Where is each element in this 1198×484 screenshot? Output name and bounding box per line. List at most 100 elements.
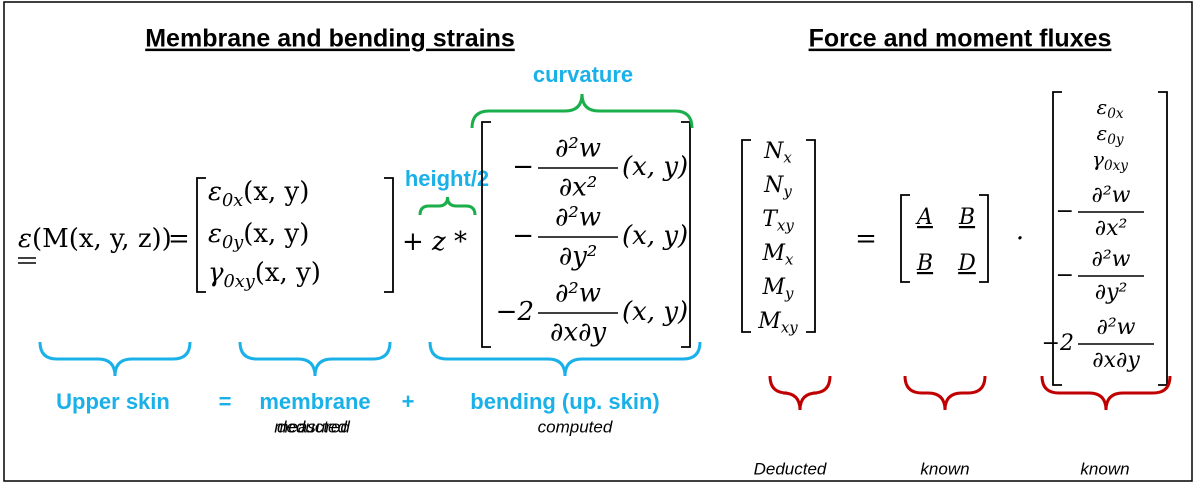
subscript: 0xy: [1104, 158, 1128, 174]
arguments: (x, y): [622, 152, 688, 182]
denominator: ∂x²: [559, 172, 598, 202]
arguments: (x, y): [622, 297, 688, 327]
dot: ·: [1016, 224, 1024, 254]
operator: +: [402, 389, 415, 414]
label-note: measured: [274, 417, 350, 436]
subscript: y: [784, 285, 794, 303]
math-term: γ0xy: [1092, 147, 1128, 174]
matrix-bracket: [979, 194, 989, 283]
matrix-entry: D: [957, 251, 976, 276]
matrix-bracket: [681, 121, 691, 348]
matrix-bracket: [806, 139, 816, 333]
label-note: Deducted: [754, 459, 827, 478]
matrix-entry: A: [915, 205, 933, 230]
curly-brace: [238, 341, 392, 377]
subscript: 0x: [222, 191, 243, 211]
label-note: known: [920, 459, 969, 478]
arguments: (x, y): [255, 258, 321, 288]
matrix-entry: B: [916, 251, 933, 276]
matrix-entry: B: [958, 205, 975, 230]
symbol: M: [762, 241, 786, 266]
curly-brace: [768, 375, 832, 411]
numerator: ∂²w: [1096, 315, 1135, 340]
label-note: deducted: [277, 417, 347, 436]
symbol: ε: [18, 224, 32, 254]
numerator: ∂²w: [555, 202, 601, 232]
curly-brace: [428, 341, 702, 377]
subscript: 0xy: [224, 272, 256, 292]
curly-brace: [903, 375, 987, 411]
symbol: ε: [1096, 121, 1107, 145]
arguments: (M(x, y, z)): [32, 224, 172, 254]
matrix-bracket: [196, 177, 206, 293]
matrix-bracket: [1158, 91, 1168, 386]
denominator: ∂x²: [1095, 216, 1128, 241]
symbol: N: [763, 173, 784, 198]
denominator: ∂y²: [559, 241, 598, 271]
math-term: Mx: [762, 241, 795, 269]
subscript: xy: [777, 217, 794, 235]
math-term: ε(M(x, y, z)): [18, 224, 172, 254]
subscript: 0y: [1107, 132, 1124, 148]
symbol: N: [763, 139, 784, 164]
sign: −: [1056, 263, 1074, 288]
math-term: Ny: [763, 173, 792, 201]
math-term: ε0x: [1096, 95, 1123, 122]
symbol: ε: [208, 177, 222, 207]
heading: Force and moment fluxes: [809, 25, 1112, 53]
matrix-bracket: [741, 139, 751, 333]
numerator: ∂²w: [1091, 183, 1130, 208]
denominator: ∂x∂y: [1092, 348, 1140, 373]
subscript: 0x: [1107, 106, 1124, 122]
label-note: computed: [538, 417, 613, 436]
matrix-bracket: [900, 194, 910, 283]
denominator: ∂y²: [1095, 280, 1128, 305]
arguments: (x, y): [622, 221, 688, 251]
sign: −2: [496, 297, 534, 327]
math-term: ε0x(x, y): [208, 177, 309, 211]
math-term: ε0y: [1096, 121, 1123, 148]
subscript: xy: [781, 319, 798, 337]
frame: [3, 1, 1193, 482]
curly-brace: [1040, 375, 1172, 411]
symbol: M: [757, 309, 781, 334]
math-term: Nx: [763, 139, 792, 167]
label-title: bending (up. skin): [470, 389, 659, 414]
math-term: My: [762, 275, 795, 303]
label-title: Upper skin: [56, 389, 170, 414]
operator: =: [219, 389, 232, 414]
equals: =: [168, 224, 190, 254]
symbol: γ: [208, 258, 224, 288]
arguments: (x, y): [243, 177, 309, 207]
equals: =: [855, 224, 877, 254]
heading: Membrane and bending strains: [145, 25, 515, 53]
symbol: ε: [1096, 95, 1107, 119]
height-label: height/2: [405, 166, 489, 191]
numerator: ∂²w: [1091, 247, 1130, 272]
label-note: known: [1080, 459, 1129, 478]
matrix-bracket: [384, 177, 394, 293]
symbol: M: [762, 275, 786, 300]
subscript: 0y: [222, 233, 244, 253]
curly-brace: [470, 93, 694, 129]
arguments: (x, y): [243, 219, 309, 249]
sign: −: [1056, 199, 1074, 224]
curly-brace: [38, 341, 192, 377]
numerator: ∂²w: [555, 278, 601, 308]
curvature-label: curvature: [533, 62, 633, 87]
subscript: x: [783, 149, 792, 167]
subscript: y: [782, 183, 792, 201]
sign: −: [512, 221, 534, 251]
matrix-bracket: [481, 121, 491, 348]
sign: −: [512, 152, 534, 182]
symbol: γ: [1092, 147, 1104, 171]
math-term: Txy: [762, 207, 794, 235]
numerator: ∂²w: [555, 133, 601, 163]
math-term: γ0xy(x, y): [208, 258, 321, 292]
math-term: ε0y(x, y): [208, 219, 309, 253]
sign: −2: [1042, 331, 1074, 356]
label-title: membrane: [259, 389, 370, 414]
math-term: Mxy: [757, 309, 798, 337]
operator: + z *: [402, 227, 467, 257]
